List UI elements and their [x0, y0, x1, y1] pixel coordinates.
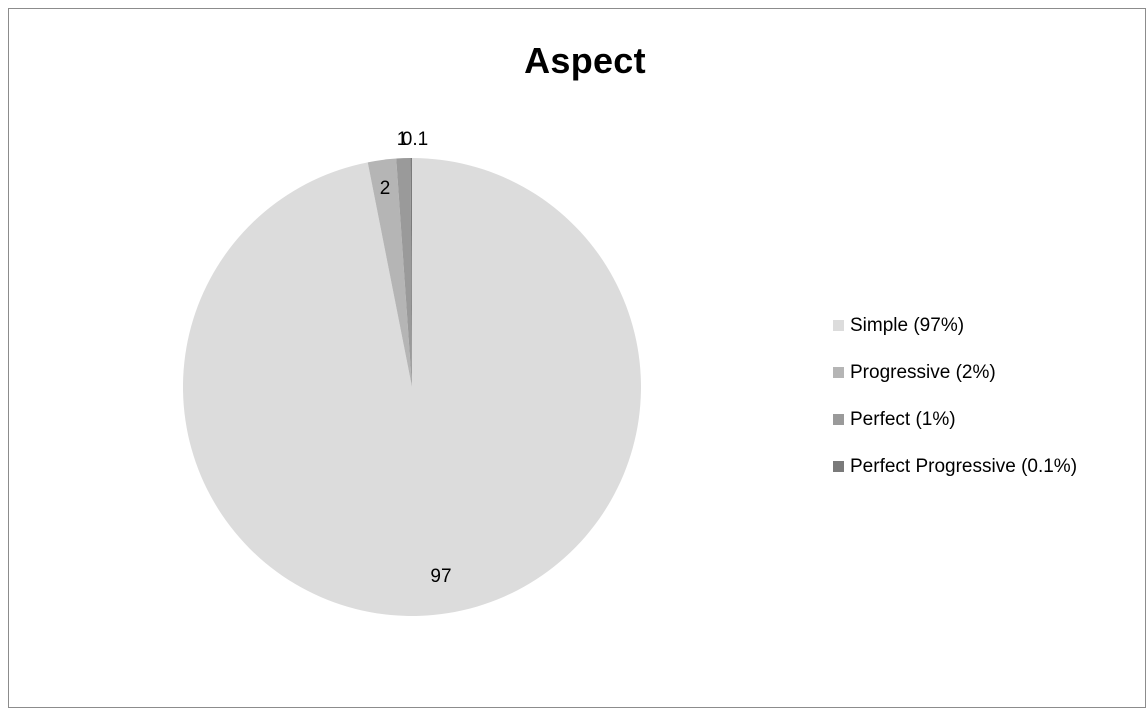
pie-slice-perfect: [396, 158, 412, 387]
legend-label-progressive: Progressive (2%): [850, 361, 996, 383]
legend-swatch-perfect: [833, 414, 844, 425]
legend-swatch-perfect-progressive: [833, 461, 844, 472]
pie-data-labels: 97 2 10.1: [380, 129, 452, 587]
pie-slice-perfect-progressive: [410, 157, 412, 387]
pie-slice-progressive: [367, 158, 412, 387]
data-label-simple: 97: [430, 566, 451, 587]
chart-title: Aspect: [524, 40, 646, 81]
legend-swatch-simple: [833, 320, 844, 331]
pie-slices: [182, 157, 641, 617]
legend-label-perfect: Perfect (1%): [850, 408, 956, 430]
legend-item-perfect: Perfect (1%): [833, 396, 1077, 443]
legend-item-progressive: Progressive (2%): [833, 349, 1077, 396]
data-label-perfect: 1: [397, 129, 408, 150]
legend-label-simple: Simple (97%): [850, 314, 965, 336]
data-label-perfect-progressive: 0.1: [402, 129, 428, 150]
pie-slice-simple: [182, 158, 641, 617]
legend-item-perfect-progressive: Perfect Progressive (0.1%): [833, 443, 1077, 490]
data-label-progressive: 2: [380, 178, 391, 199]
legend-swatch-progressive: [833, 367, 844, 378]
pie-chart: 97 2 10.1: [182, 129, 641, 617]
legend-label-perfect-progressive: Perfect Progressive (0.1%): [850, 455, 1078, 477]
legend: Simple (97%) Progressive (2%) Perfect (1…: [833, 302, 1077, 490]
legend-item-simple: Simple (97%): [833, 302, 1077, 349]
